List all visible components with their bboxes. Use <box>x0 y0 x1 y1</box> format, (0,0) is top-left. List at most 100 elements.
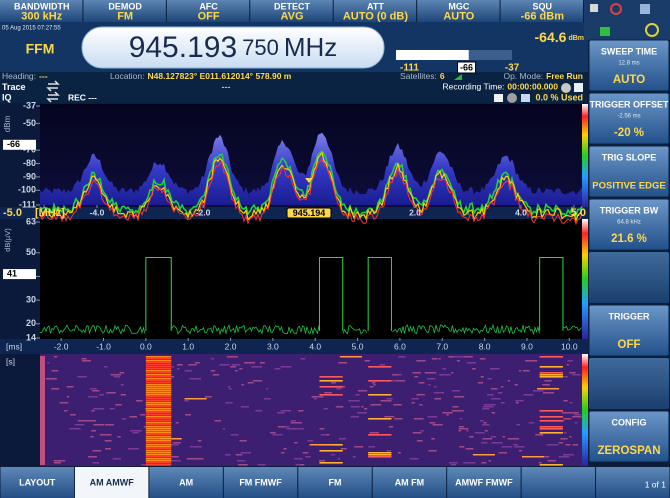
meter-ref: -66 <box>460 62 473 72</box>
recording: Recording Time:00:00:00.000 <box>443 82 559 92</box>
top-value: OFF <box>198 10 220 22</box>
top-value: AVG <box>280 10 303 22</box>
waterfall-cell <box>353 456 356 458</box>
waterfall-cell <box>428 384 430 386</box>
waterfall-cell <box>122 418 126 420</box>
waterfall-cell <box>540 464 563 466</box>
waterfall-cell <box>529 422 535 424</box>
waterfall-cell <box>364 408 367 410</box>
waterfall-cell <box>503 436 505 438</box>
waterfall-cell <box>545 380 552 382</box>
waterfall-cell <box>146 446 171 448</box>
waterfall-cell <box>146 412 171 414</box>
waterfall-cell <box>291 422 303 424</box>
waterfall-cell <box>60 402 69 404</box>
waterfall-cell <box>136 400 143 402</box>
ref-level: 41 <box>7 268 17 278</box>
waterfall-cell <box>100 434 112 436</box>
waterfall-cell <box>300 464 304 466</box>
icon <box>640 4 650 14</box>
waterfall-cell <box>466 448 474 450</box>
waterfall-cell <box>361 406 363 408</box>
waterfall-cell <box>319 394 342 396</box>
frequency: 945.193750MHz <box>129 31 338 64</box>
waterfall-cell <box>82 360 91 362</box>
waterfall-cell <box>170 460 181 462</box>
waterfall-cell <box>484 404 496 406</box>
waterfall-cell <box>537 388 559 390</box>
waterfall-cell <box>146 432 171 434</box>
waterfall-cell <box>469 436 473 438</box>
waterfall-cell <box>563 418 571 420</box>
waterfall-cell <box>547 444 559 446</box>
waterfall-cell <box>574 414 581 416</box>
waterfall-cell <box>459 426 464 428</box>
waterfall-cell <box>113 458 121 460</box>
tab-label: AM AMWF <box>90 477 135 487</box>
waterfall-cell <box>490 368 500 370</box>
timestamp: 05 Aug 2015 07:27:55 <box>2 26 61 32</box>
empty-button <box>589 252 669 303</box>
waterfall-cell <box>64 410 68 412</box>
waterfall-cell <box>319 380 342 382</box>
waterfall-cell <box>535 434 543 436</box>
waterfall-cell <box>524 394 534 396</box>
waterfall-cell <box>294 458 303 460</box>
waterfall-cell <box>539 462 542 464</box>
tab-label: AM FM <box>395 477 425 487</box>
waterfall-cell <box>564 400 568 402</box>
waterfall-cell <box>188 364 196 366</box>
waterfall-cell <box>87 420 96 422</box>
waterfall-cell <box>146 464 171 466</box>
waterfall-cell <box>372 382 376 384</box>
waterfall-cell <box>502 446 513 448</box>
waterfall-cell <box>82 358 87 360</box>
waterfall-cell <box>232 364 241 366</box>
waterfall-cell <box>211 370 216 372</box>
waterfall-cell <box>432 358 438 360</box>
waterfall-cell <box>47 362 49 364</box>
waterfall-cell <box>413 372 421 374</box>
waterfall-cell <box>146 462 171 464</box>
waterfall-cell <box>227 356 238 358</box>
waterfall-cell <box>452 390 460 392</box>
waterfall-cell <box>239 368 242 370</box>
waterfall-cell <box>319 386 342 388</box>
waterfall-cell <box>533 390 544 392</box>
waterfall-cell <box>338 362 347 364</box>
waterfall-cell <box>523 370 530 372</box>
waterfall-cell <box>519 450 522 452</box>
y-unit: dBm <box>3 115 12 132</box>
waterfall-cell <box>225 454 231 456</box>
waterfall-cell <box>46 378 57 380</box>
waterfall-cell <box>457 360 460 362</box>
x-tick-label: -2.0 <box>196 207 211 217</box>
waterfall-cell <box>463 356 472 358</box>
waterfall-cell <box>260 362 265 364</box>
waterfall-cell <box>449 462 458 464</box>
waterfall-cell <box>312 396 324 398</box>
waterfall-cell <box>515 400 524 402</box>
x-tick-label: -5.0 <box>3 207 22 219</box>
waterfall-cell <box>78 420 87 422</box>
op-mode-label: Op. Mode: <box>503 71 543 81</box>
waterfall-cell <box>146 396 171 398</box>
x-tick-label: -4.0 <box>90 207 105 217</box>
waterfall-cell <box>355 394 359 396</box>
waterfall-cell <box>67 396 69 398</box>
waterfall-cell <box>492 412 496 414</box>
waterfall-cell <box>463 462 475 464</box>
waterfall-cell <box>368 418 391 420</box>
location-value: N48.127823° E011.612014° 578.90 m <box>148 71 292 81</box>
waterfall-cell <box>368 434 391 436</box>
x-tick-label: 0.0 <box>140 341 152 351</box>
waterfall-cell <box>430 378 435 380</box>
waterfall-cell <box>146 428 171 430</box>
waterfall-cell <box>515 384 518 386</box>
waterfall-cell <box>236 454 242 456</box>
waterfall-cell <box>278 426 285 428</box>
waterfall-cell <box>54 460 66 462</box>
waterfall-cell <box>105 448 111 450</box>
y-tick-label: 50 <box>26 247 36 257</box>
y-tick-label: -100 <box>18 185 36 195</box>
